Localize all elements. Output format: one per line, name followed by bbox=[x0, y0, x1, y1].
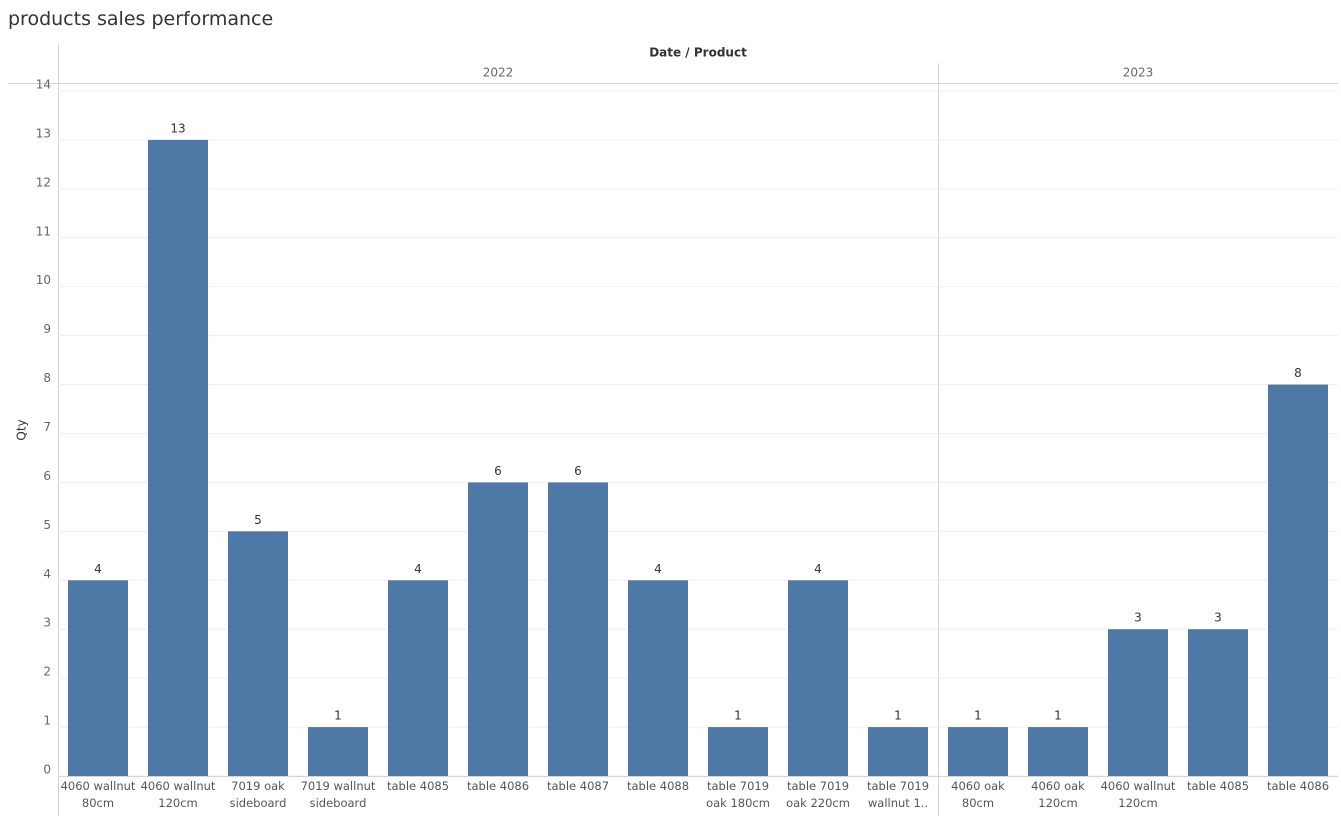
y-tick-label: 2 bbox=[43, 665, 51, 679]
bar bbox=[948, 727, 1008, 776]
y-tick-label: 13 bbox=[36, 126, 51, 140]
panel-header: 2022 bbox=[483, 66, 514, 80]
x-tick-label: table 4085 bbox=[386, 779, 450, 793]
x-tick-label: 4060 oak 120cm bbox=[1031, 779, 1085, 810]
bar bbox=[1028, 727, 1088, 776]
column-header: Date / Product bbox=[649, 46, 747, 60]
y-tick-label: 4 bbox=[43, 567, 51, 581]
x-tick-label: table 7019 oak 220cm bbox=[786, 779, 850, 810]
y-tick-label: 7 bbox=[43, 420, 51, 434]
data-label: 1 bbox=[974, 709, 982, 723]
data-label: 1 bbox=[334, 709, 342, 723]
data-label: 1 bbox=[1054, 709, 1062, 723]
y-tick-label: 1 bbox=[43, 714, 51, 728]
y-tick-label: 6 bbox=[43, 469, 51, 483]
data-label: 1 bbox=[894, 709, 902, 723]
x-tick-label: 4060 wallnut 80cm bbox=[60, 779, 136, 810]
data-label: 4 bbox=[414, 562, 422, 576]
bar bbox=[1268, 384, 1328, 776]
data-label: 4 bbox=[814, 562, 822, 576]
x-tick-label: table 7019 wallnut 1.. bbox=[866, 779, 930, 810]
y-tick-label: 8 bbox=[43, 371, 51, 385]
bar bbox=[708, 727, 768, 776]
data-label: 3 bbox=[1214, 611, 1222, 625]
bar bbox=[628, 580, 688, 776]
y-tick-label: 11 bbox=[36, 224, 51, 238]
x-tick-label: 7019 wallnut sideboard bbox=[300, 779, 376, 810]
bar bbox=[788, 580, 848, 776]
y-tick-label: 9 bbox=[43, 322, 51, 336]
y-tick-label: 5 bbox=[43, 518, 51, 532]
data-label: 5 bbox=[254, 513, 262, 527]
data-label: 3 bbox=[1134, 611, 1142, 625]
x-tick-label: 4060 oak 80cm bbox=[951, 779, 1005, 810]
data-label: 6 bbox=[494, 464, 502, 478]
bar bbox=[1188, 629, 1248, 776]
x-tick-label: table 7019 oak 180cm bbox=[706, 779, 770, 810]
x-tick-label: table 4085 bbox=[1186, 779, 1250, 793]
y-tick-label: 3 bbox=[43, 616, 51, 630]
bar bbox=[548, 482, 608, 776]
bar bbox=[388, 580, 448, 776]
x-tick-label: table 4086 bbox=[1266, 779, 1330, 793]
bar bbox=[1108, 629, 1168, 776]
bar bbox=[868, 727, 928, 776]
bar bbox=[468, 482, 528, 776]
chart-title: products sales performance bbox=[8, 8, 274, 30]
bar bbox=[68, 580, 128, 776]
panel-header: 2023 bbox=[1123, 66, 1154, 80]
bar bbox=[148, 139, 208, 776]
data-label: 4 bbox=[654, 562, 662, 576]
x-tick-label: table 4086 bbox=[466, 779, 530, 793]
y-tick-label: 10 bbox=[36, 273, 51, 287]
x-tick-label: table 4087 bbox=[546, 779, 610, 793]
data-label: 6 bbox=[574, 464, 582, 478]
y-tick-label: 0 bbox=[43, 763, 51, 777]
y-tick-label: 14 bbox=[36, 78, 51, 92]
data-label: 8 bbox=[1294, 366, 1302, 380]
bar bbox=[228, 531, 288, 776]
y-tick-label: 12 bbox=[36, 175, 51, 189]
bar bbox=[308, 727, 368, 776]
data-label: 4 bbox=[94, 562, 102, 576]
x-tick-label: 4060 wallnut 120cm bbox=[1100, 779, 1176, 810]
data-label: 1 bbox=[734, 709, 742, 723]
y-axis-title: Qty bbox=[15, 419, 29, 440]
x-tick-label: 7019 oak sideboard bbox=[229, 779, 287, 810]
data-label: 13 bbox=[170, 121, 185, 135]
x-tick-label: 4060 wallnut 120cm bbox=[140, 779, 216, 810]
x-tick-label: table 4088 bbox=[626, 779, 690, 793]
